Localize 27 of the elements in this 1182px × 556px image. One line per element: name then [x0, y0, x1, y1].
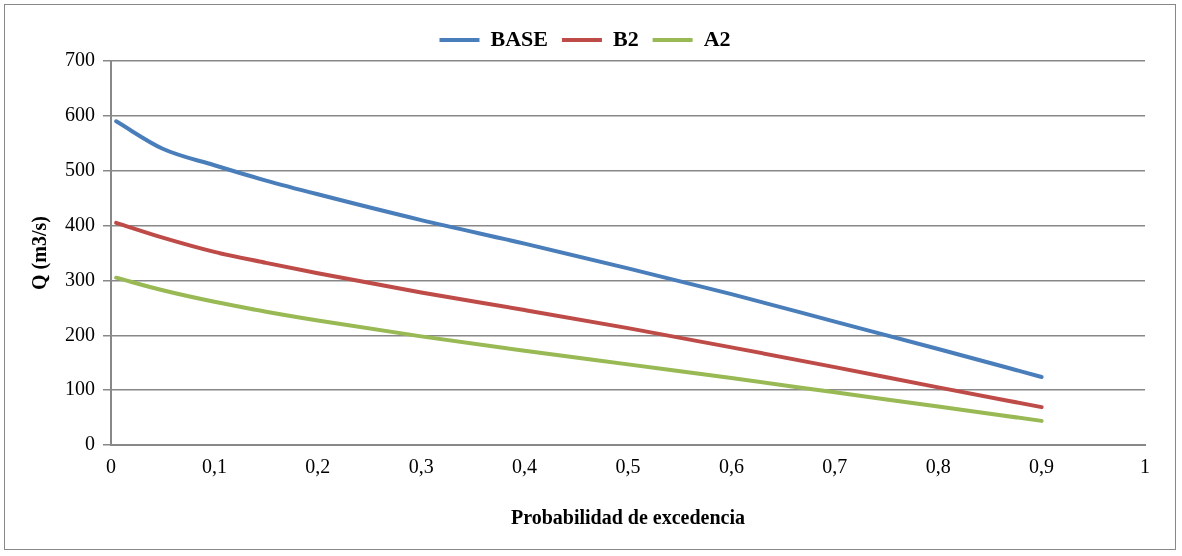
x-tick-label: 0,1 [201, 455, 227, 478]
line-series [114, 119, 1044, 379]
x-tick-label: 0,6 [718, 455, 744, 478]
y-axis-title: Q (m3/s) [28, 216, 52, 290]
y-tick-label: 700 [65, 48, 95, 71]
y-tick-label: 300 [65, 267, 95, 290]
x-tick-label: 0,8 [925, 455, 951, 478]
legend-label: A2 [703, 25, 731, 51]
x-tick-label: 0,2 [305, 455, 331, 478]
x-tick-label: 0,7 [822, 455, 848, 478]
y-tick-label: 200 [65, 322, 95, 345]
y-tick-label: 400 [65, 212, 95, 235]
y-tick-label: 500 [65, 157, 95, 180]
y-tick-label: 0 [85, 432, 95, 455]
x-tick-label: 0,3 [408, 455, 434, 478]
x-axis-title: Probabilidad de excedencia [510, 506, 746, 529]
legend-label: B2 [612, 25, 639, 51]
x-tick-label: 0 [106, 455, 116, 478]
y-tick-label: 600 [65, 103, 95, 126]
y-tick-label: 100 [65, 377, 95, 400]
legend-label: BASE [490, 25, 548, 51]
x-tick-label: 1 [1140, 455, 1150, 478]
line-series [114, 275, 1044, 423]
x-tick-label: 0,4 [512, 455, 538, 478]
line-series [114, 220, 1044, 410]
x-tick-label: 0,9 [1029, 455, 1055, 478]
x-tick-label: 0,5 [615, 455, 641, 478]
